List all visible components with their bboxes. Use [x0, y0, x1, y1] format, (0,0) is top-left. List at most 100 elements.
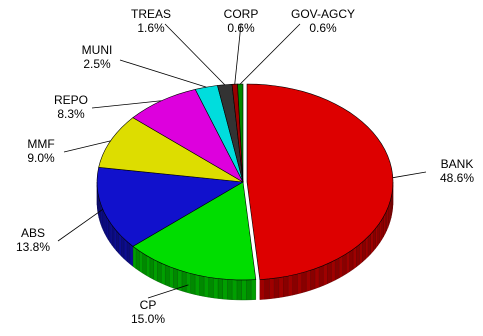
slice-value-gov-agcy: 0.6% — [309, 21, 337, 35]
slice-side-strip — [297, 273, 301, 294]
slice-side-strip — [315, 267, 319, 289]
slice-side-strip — [384, 214, 386, 237]
slice-value-abs: 13.8% — [16, 240, 50, 254]
slice-side-strip — [246, 280, 251, 300]
slice-side-strip — [116, 231, 118, 254]
leader-line-mmf — [64, 141, 111, 152]
slice-side-strip — [195, 275, 200, 296]
slice-side-strip — [368, 234, 371, 257]
slice-value-muni: 2.5% — [83, 57, 111, 71]
leader-line-bank — [393, 172, 426, 178]
slice-side-strip — [218, 279, 223, 299]
slice-side-strip — [110, 222, 112, 245]
leader-line-treas — [165, 24, 225, 85]
leader-line-cp — [148, 285, 188, 298]
slice-side-strip — [373, 228, 375, 251]
slice-side-strip — [150, 257, 154, 279]
leader-line-abs — [58, 209, 103, 241]
slice-side-strip — [382, 217, 384, 240]
slice-side-strip — [339, 256, 343, 278]
slice-value-treas: 1.6% — [137, 21, 165, 35]
slice-side-strip — [136, 249, 139, 271]
slice-side-strip — [119, 234, 122, 257]
slice-side-strip — [356, 245, 359, 267]
slice-value-repo: 8.3% — [57, 107, 85, 121]
slice-side-strip — [376, 226, 378, 249]
slice-side-strip — [133, 246, 136, 268]
slice-label-muni: MUNI — [82, 43, 113, 57]
slice-side-strip — [327, 262, 331, 284]
slice-side-strip — [143, 253, 147, 275]
slice-side-strip — [346, 252, 349, 274]
slice-label-gov-agcy: GOV-AGCY — [291, 7, 355, 21]
slice-side-strip — [371, 231, 373, 254]
slice-side-strip — [173, 268, 177, 289]
slice-label-bank: BANK — [441, 157, 474, 171]
slice-side-strip — [105, 213, 107, 236]
slice-side-strip — [209, 277, 214, 298]
slice-side-strip — [302, 272, 306, 293]
slice-side-strip — [191, 273, 195, 294]
slice-side-strip — [350, 249, 353, 271]
slice-side-strip — [306, 270, 310, 291]
slice-side-strip — [365, 237, 368, 260]
slice-side-strip — [331, 260, 335, 282]
slice-side-strip — [293, 274, 298, 295]
slice-side-strip — [121, 236, 124, 259]
slice-side-strip — [169, 267, 173, 289]
slice-side-strip — [204, 276, 209, 297]
slice-side-strip — [130, 244, 133, 266]
slice-side-strip — [242, 280, 247, 300]
slice-side-strip — [127, 241, 130, 264]
slice-side-strip — [323, 264, 327, 286]
slice-side-strip — [112, 225, 114, 248]
slice-side-strip — [265, 279, 270, 299]
slice-side-strip — [139, 251, 142, 273]
slice-side-strip — [362, 239, 365, 262]
slice-side-strip — [260, 279, 265, 299]
slice-side-strip — [106, 216, 108, 239]
slice-side-strip — [353, 247, 356, 269]
slice-side-strip — [274, 278, 279, 299]
slice-side-strip — [269, 278, 274, 299]
slice-side-strip — [232, 280, 237, 300]
slice-value-cp: 15.0% — [131, 312, 165, 326]
slice-side-strip — [343, 254, 347, 276]
pie-top-faces — [97, 84, 393, 280]
slice-side-strip — [359, 242, 362, 265]
slice-side-strip — [335, 258, 339, 280]
slice-side-strip — [161, 263, 165, 285]
slice-value-corp: 0.6% — [227, 21, 255, 35]
slice-side-strip — [103, 210, 104, 233]
slice-side-strip — [380, 220, 382, 243]
slice-side-strip — [213, 278, 218, 299]
slice-value-bank: 48.6% — [440, 171, 474, 185]
slice-side-strip — [385, 211, 386, 234]
slice-label-corp: CORP — [224, 7, 259, 21]
slice-side-strip — [157, 261, 161, 283]
slice-side-strip — [200, 276, 205, 297]
slice-label-abs: ABS — [21, 226, 45, 240]
slice-value-mmf: 9.0% — [27, 151, 55, 165]
slice-side-strip — [237, 280, 242, 300]
slice-side-strip — [146, 255, 150, 277]
slice-side-strip — [124, 239, 127, 262]
slice-side-strip — [154, 259, 158, 281]
slice-label-mmf: MMF — [27, 137, 54, 151]
slice-label-cp: CP — [140, 298, 157, 312]
slice-label-repo: REPO — [54, 93, 88, 107]
slice-side-strip — [165, 265, 169, 287]
slice-label-treas: TREAS — [131, 7, 171, 21]
slice-side-strip — [378, 223, 380, 246]
slice-side-strip — [279, 277, 284, 298]
slice-side-strip — [108, 219, 110, 242]
slice-side-strip — [114, 228, 116, 251]
slice-side-strip — [182, 271, 186, 292]
slice-side-strip — [223, 279, 228, 299]
slice-side-strip — [251, 280, 256, 300]
slice-side-strip — [311, 269, 315, 290]
slice-side-strip — [186, 272, 190, 293]
slice-side-strip — [288, 275, 293, 296]
slice-side-strip — [319, 266, 323, 288]
